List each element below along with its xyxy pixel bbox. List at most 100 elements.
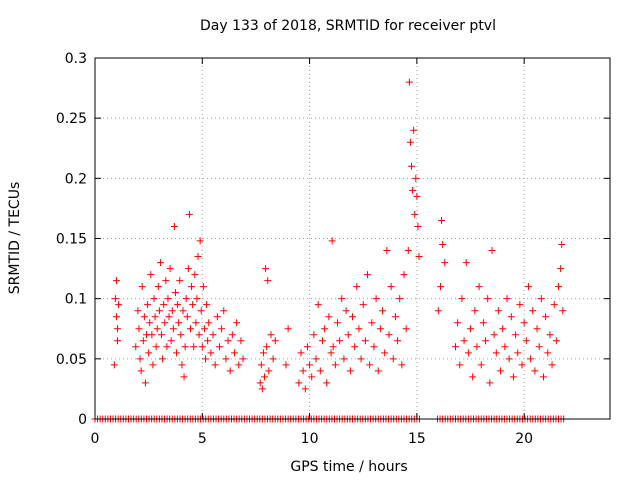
- data-point: [516, 301, 524, 309]
- data-point: [542, 313, 550, 321]
- data-point: [494, 307, 502, 315]
- data-point: [376, 325, 384, 333]
- data-point: [454, 319, 462, 327]
- data-point: [188, 283, 196, 291]
- data-point: [299, 367, 307, 375]
- data-point: [410, 126, 418, 134]
- data-point: [179, 307, 187, 315]
- data-point: [473, 343, 481, 351]
- data-point: [441, 259, 449, 267]
- data-point: [134, 307, 142, 315]
- data-point: [415, 253, 423, 261]
- x-tick-label: 20: [515, 431, 533, 447]
- data-point: [505, 355, 513, 363]
- data-point: [518, 361, 526, 369]
- data-point: [303, 343, 311, 351]
- data-point: [257, 361, 265, 369]
- data-point: [215, 343, 223, 351]
- data-point: [383, 247, 391, 255]
- data-point: [484, 295, 492, 303]
- data-point: [301, 385, 309, 393]
- data-point: [169, 325, 177, 333]
- data-point: [488, 247, 496, 255]
- data-point: [452, 343, 459, 351]
- data-point: [436, 283, 444, 291]
- data-point: [137, 367, 145, 375]
- data-point: [237, 337, 245, 345]
- data-point: [161, 319, 169, 327]
- data-point: [394, 337, 402, 345]
- data-point: [439, 241, 447, 249]
- data-point: [531, 367, 539, 375]
- data-point: [263, 343, 271, 351]
- data-point: [220, 307, 228, 315]
- data-point: [261, 373, 269, 381]
- data-point: [492, 349, 500, 357]
- data-point: [404, 247, 412, 255]
- data-point: [349, 313, 356, 321]
- data-point: [284, 325, 292, 333]
- data-point: [374, 367, 382, 375]
- data-point: [140, 313, 148, 321]
- data-point: [355, 325, 363, 333]
- data-point: [479, 319, 487, 327]
- data-point: [503, 295, 511, 303]
- data-point: [396, 295, 404, 303]
- data-point: [173, 349, 181, 357]
- data-point: [411, 210, 419, 218]
- data-point: [460, 337, 468, 345]
- data-point: [434, 307, 442, 315]
- plot-frame: [94, 57, 611, 420]
- data-point: [364, 271, 372, 279]
- data-point: [467, 325, 475, 333]
- data-point: [529, 307, 537, 315]
- data-point: [539, 373, 547, 381]
- data-point: [336, 337, 344, 345]
- data-point: [162, 277, 170, 285]
- data-point: [213, 313, 221, 321]
- data-point: [185, 210, 193, 218]
- data-point: [520, 319, 528, 327]
- y-tick-label: 0.3: [65, 51, 87, 67]
- data-point: [193, 295, 201, 303]
- data-point: [346, 367, 354, 375]
- data-point: [306, 361, 314, 369]
- data-point: [135, 325, 143, 333]
- x-axis-label: GPS time / hours: [290, 459, 407, 475]
- data-point: [136, 355, 144, 363]
- data-point: [150, 295, 158, 303]
- data-point: [110, 361, 118, 369]
- data-point: [312, 355, 320, 363]
- data-point: [357, 355, 365, 363]
- data-point: [477, 361, 485, 369]
- data-point: [256, 379, 264, 387]
- data-point: [239, 355, 247, 363]
- data-point: [405, 78, 413, 86]
- data-point: [295, 379, 303, 387]
- data-point: [524, 283, 532, 291]
- data-point: [148, 331, 156, 339]
- data-point: [550, 301, 558, 309]
- data-point: [184, 265, 192, 273]
- data-point: [555, 283, 562, 291]
- data-point: [176, 277, 184, 285]
- data-point: [389, 355, 397, 363]
- data-point: [370, 343, 378, 351]
- data-point: [458, 295, 466, 303]
- data-point: [152, 343, 160, 351]
- data-point: [159, 355, 167, 363]
- data-point: [535, 343, 543, 351]
- data-point: [323, 379, 331, 387]
- data-point: [544, 349, 552, 357]
- data-point: [557, 265, 565, 273]
- data-point: [308, 373, 316, 381]
- x-tick-label: 15: [408, 431, 426, 447]
- data-point: [189, 301, 197, 309]
- data-point: [464, 349, 472, 357]
- data-point: [145, 349, 153, 357]
- data-point: [149, 361, 157, 369]
- data-point: [197, 307, 205, 315]
- data-point: [112, 313, 120, 321]
- x-tick-label: 0: [91, 431, 100, 447]
